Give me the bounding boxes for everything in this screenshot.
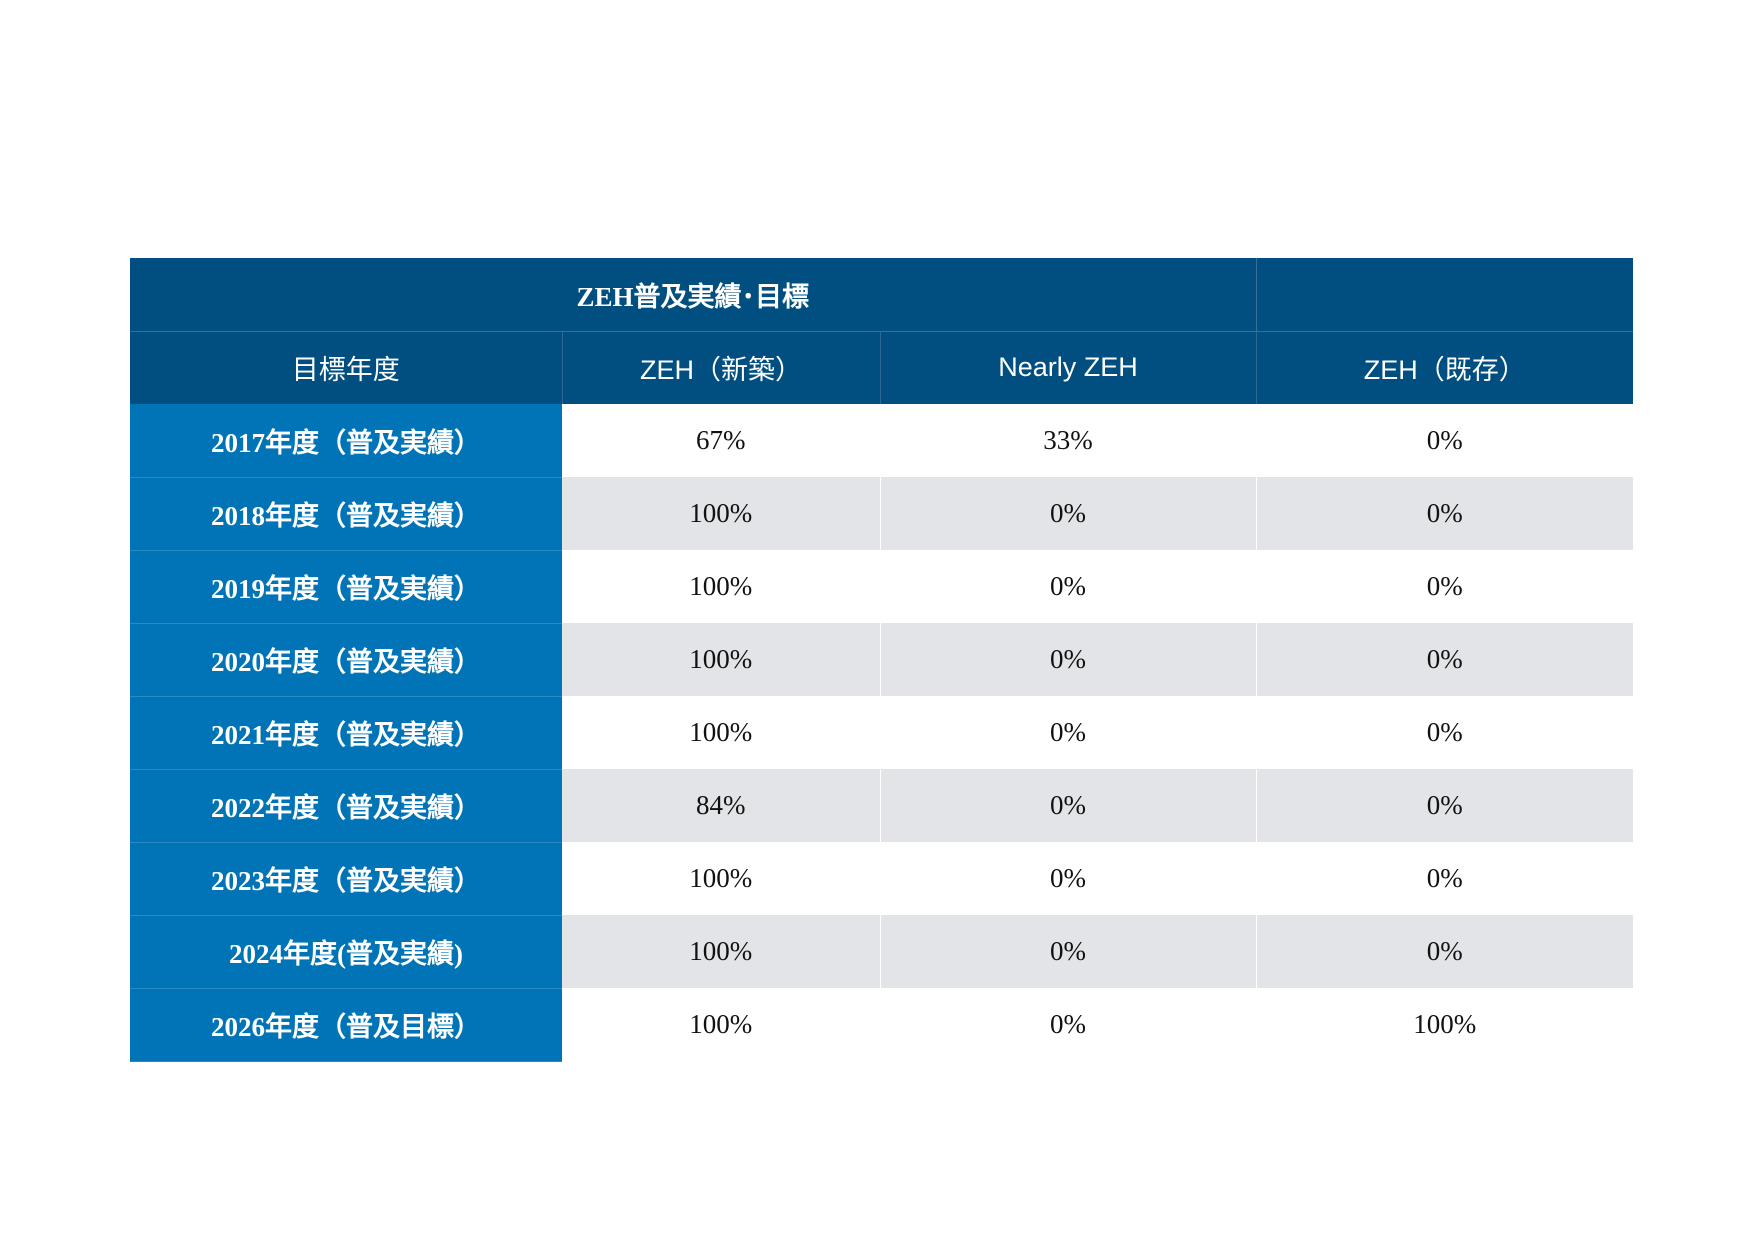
year-cell: 2017年度（普及実績） [130, 404, 562, 478]
zeh-existing-cell: 0% [1256, 477, 1634, 550]
nearly-zeh-cell: 0% [880, 696, 1257, 769]
table-row: 2023年度（普及実績） 100% 0% 0% [130, 842, 1634, 916]
zeh-new-cell: 67% [562, 404, 881, 477]
table-title-empty-cell [1256, 258, 1634, 332]
nearly-zeh-cell: 0% [880, 769, 1257, 842]
zeh-existing-cell: 0% [1256, 769, 1634, 842]
column-header-zeh-new: ZEH（新築） [562, 331, 881, 404]
table-row: 2022年度（普及実績） 84% 0% 0% [130, 769, 1634, 843]
zeh-new-cell: 100% [562, 696, 881, 769]
year-cell: 2021年度（普及実績） [130, 696, 562, 770]
zeh-existing-cell: 0% [1256, 842, 1634, 915]
zeh-existing-cell: 0% [1256, 623, 1634, 696]
zeh-existing-cell: 0% [1256, 915, 1634, 988]
zeh-existing-cell: 100% [1256, 988, 1634, 1061]
zeh-table: ZEH普及実績･目標 目標年度 ZEH（新築） Nearly ZEH ZEH（既… [130, 258, 1634, 1062]
table-header-row: 目標年度 ZEH（新築） Nearly ZEH ZEH（既存） [130, 331, 1634, 404]
year-cell: 2026年度（普及目標） [130, 988, 562, 1062]
nearly-zeh-cell: 33% [880, 404, 1257, 477]
zeh-new-cell: 100% [562, 988, 881, 1061]
year-cell: 2019年度（普及実績） [130, 550, 562, 624]
table-row: 2026年度（普及目標） 100% 0% 100% [130, 988, 1634, 1062]
nearly-zeh-cell: 0% [880, 550, 1257, 623]
zeh-existing-cell: 0% [1256, 696, 1634, 769]
nearly-zeh-cell: 0% [880, 623, 1257, 696]
nearly-zeh-cell: 0% [880, 842, 1257, 915]
year-cell: 2023年度（普及実績） [130, 842, 562, 916]
table-title: ZEH普及実績･目標 [130, 258, 1257, 332]
nearly-zeh-cell: 0% [880, 915, 1257, 988]
nearly-zeh-cell: 0% [880, 477, 1257, 550]
column-header-zeh-existing: ZEH（既存） [1256, 331, 1634, 404]
year-cell: 2020年度（普及実績） [130, 623, 562, 697]
zeh-existing-cell: 0% [1256, 404, 1634, 477]
table-row: 2018年度（普及実績） 100% 0% 0% [130, 477, 1634, 551]
year-cell: 2022年度（普及実績） [130, 769, 562, 843]
zeh-new-cell: 100% [562, 550, 881, 623]
table-row: 2024年度(普及実績) 100% 0% 0% [130, 915, 1634, 989]
column-header-target-year: 目標年度 [130, 331, 563, 404]
table-title-row: ZEH普及実績･目標 [130, 258, 1634, 332]
table-row: 2020年度（普及実績） 100% 0% 0% [130, 623, 1634, 697]
year-cell: 2024年度(普及実績) [130, 915, 562, 989]
table-row: 2019年度（普及実績） 100% 0% 0% [130, 550, 1634, 624]
nearly-zeh-cell: 0% [880, 988, 1257, 1061]
year-cell: 2018年度（普及実績） [130, 477, 562, 551]
table-row: 2021年度（普及実績） 100% 0% 0% [130, 696, 1634, 770]
zeh-new-cell: 84% [562, 769, 881, 842]
column-header-nearly-zeh: Nearly ZEH [880, 331, 1257, 404]
zeh-new-cell: 100% [562, 915, 881, 988]
table-row: 2017年度（普及実績） 67% 33% 0% [130, 404, 1634, 478]
zeh-new-cell: 100% [562, 623, 881, 696]
zeh-existing-cell: 0% [1256, 550, 1634, 623]
zeh-new-cell: 100% [562, 842, 881, 915]
zeh-new-cell: 100% [562, 477, 881, 550]
